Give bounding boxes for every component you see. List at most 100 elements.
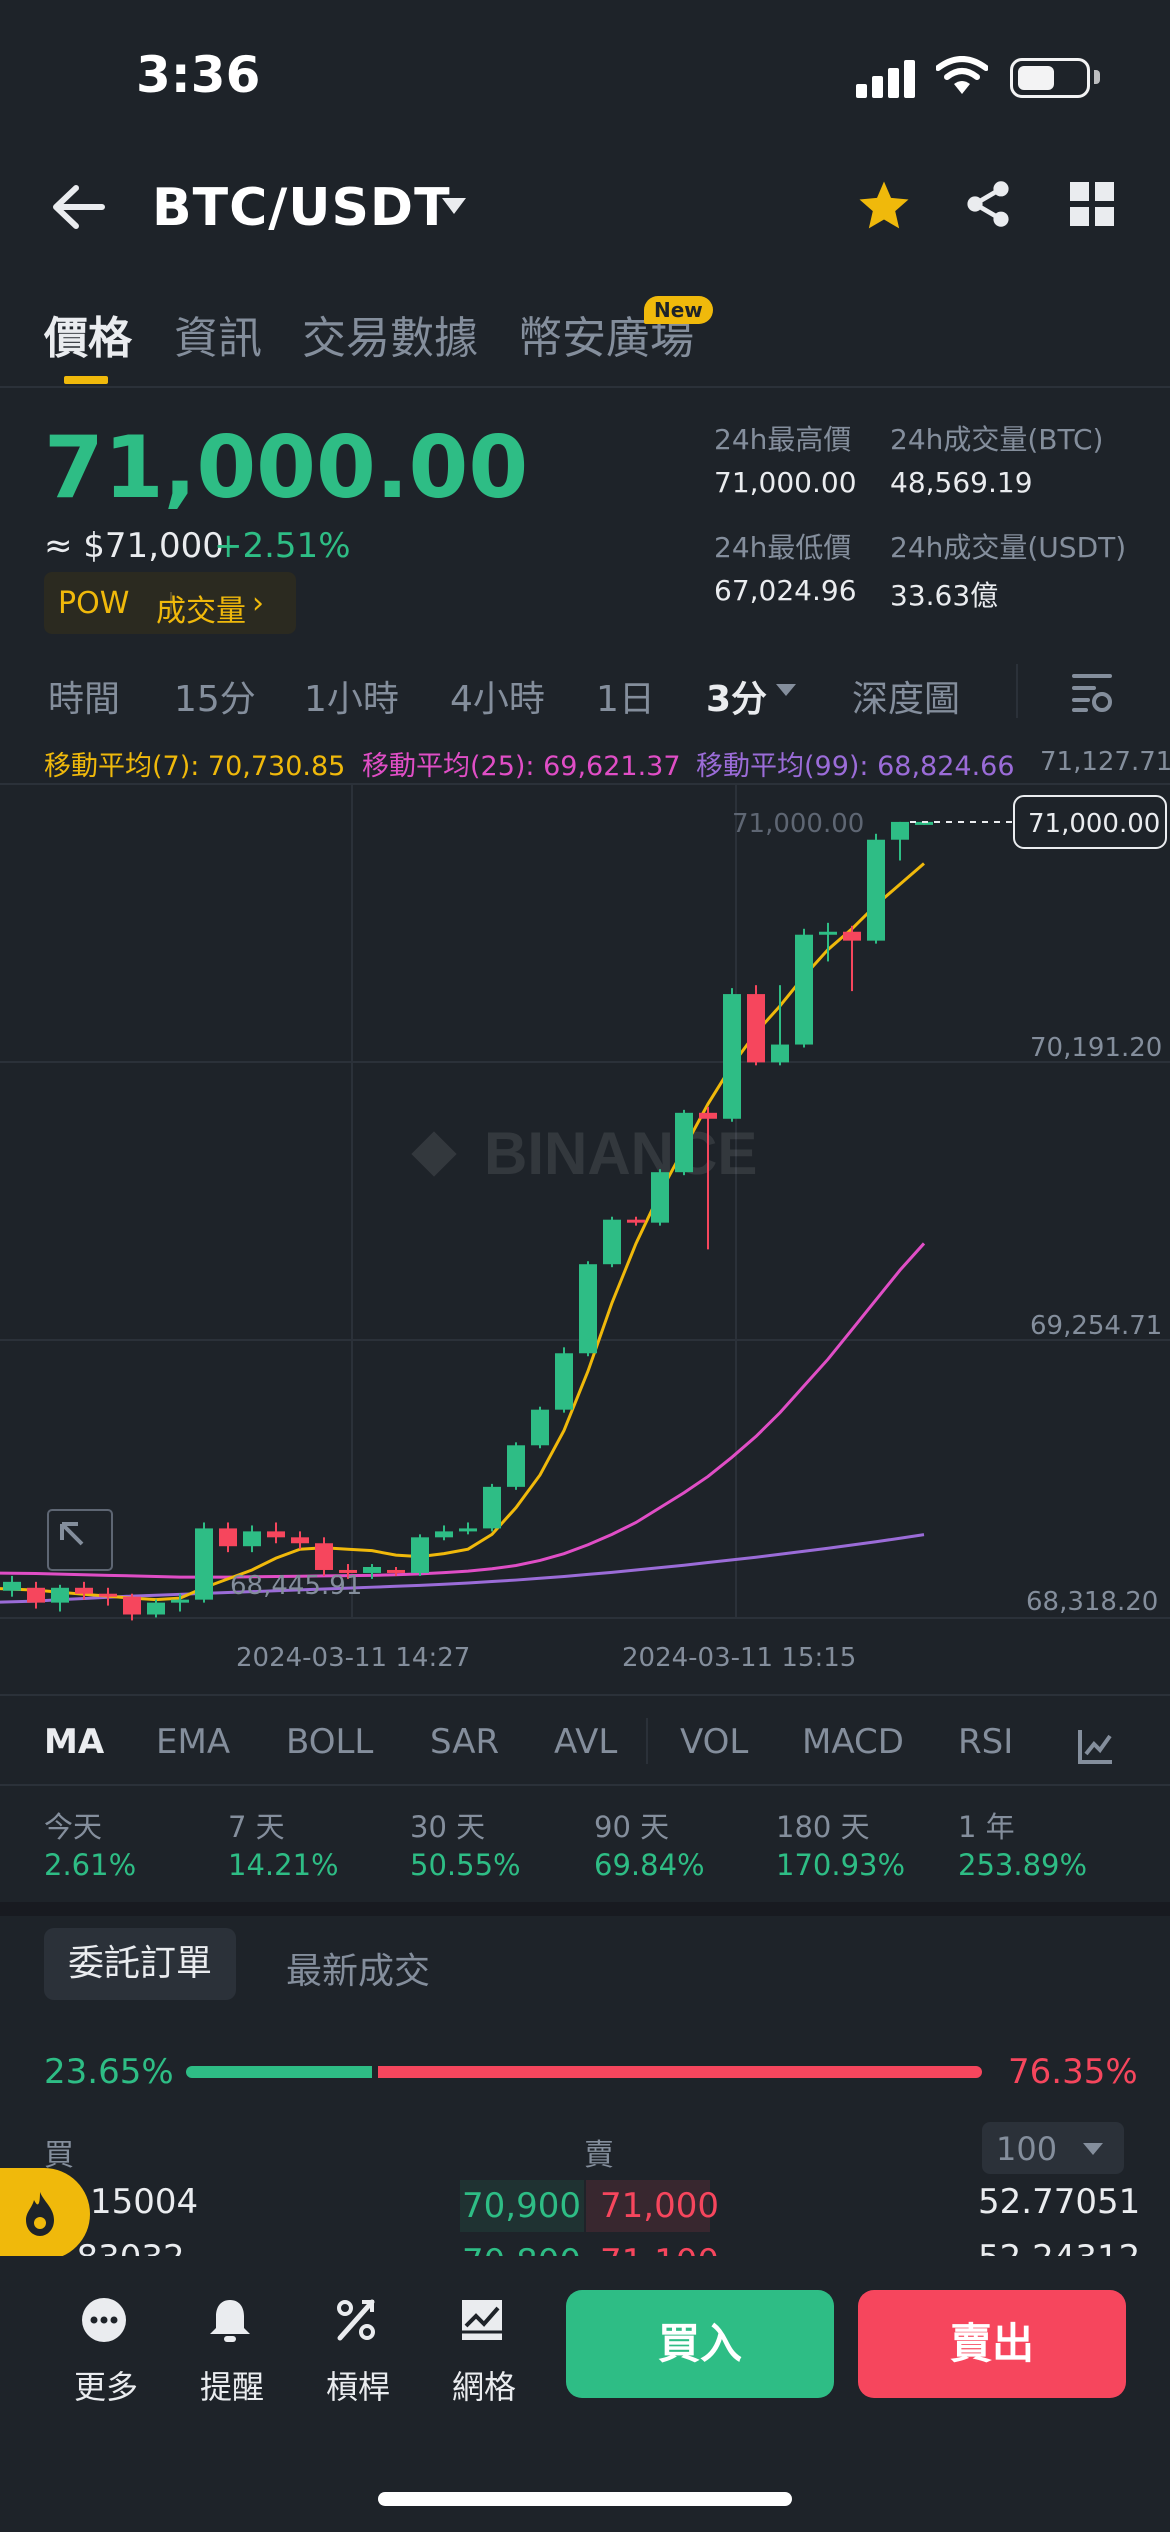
indicator-sar[interactable]: SAR bbox=[430, 1722, 500, 1762]
watermark: BINANCE bbox=[411, 1120, 757, 1187]
bid-price[interactable]: 70,800 bbox=[462, 2242, 581, 2256]
perf-value: 170.93% bbox=[776, 1848, 906, 1882]
ask-ratio-bar bbox=[378, 2066, 982, 2078]
chevron-down-icon[interactable] bbox=[440, 196, 468, 216]
perf-label: 180 天 bbox=[776, 1810, 870, 1844]
layout-grid-icon[interactable] bbox=[1070, 182, 1114, 226]
divider bbox=[1016, 664, 1018, 718]
pair-selector[interactable]: BTC/USDT bbox=[152, 178, 451, 238]
perf-label: 1 年 bbox=[958, 1810, 1015, 1844]
divider bbox=[646, 1718, 648, 1764]
interval-1h[interactable]: 1小時 bbox=[304, 679, 399, 720]
buy-button[interactable]: 買入 bbox=[566, 2290, 834, 2398]
bid-price[interactable]: 70,900 bbox=[462, 2186, 581, 2226]
candle-up bbox=[603, 1219, 621, 1265]
price-change-percent: +2.51% bbox=[214, 526, 351, 566]
candle-up bbox=[867, 839, 885, 941]
tab-recent-trades[interactable]: 最新成交 bbox=[286, 1951, 431, 1992]
candle-up bbox=[723, 994, 741, 1119]
fire-icon bbox=[26, 2192, 54, 2236]
indicator-macd[interactable]: MACD bbox=[802, 1722, 904, 1762]
sell-button[interactable]: 賣出 bbox=[858, 2290, 1126, 2398]
back-arrow-icon[interactable] bbox=[50, 182, 106, 232]
indicator-avl[interactable]: AVL bbox=[554, 1722, 618, 1762]
indicator-ema[interactable]: EMA bbox=[156, 1722, 231, 1762]
tag-chip[interactable]: POW 成交量 › bbox=[44, 572, 296, 634]
low-label: 24h最低價 bbox=[714, 531, 852, 564]
perf-value: 14.21% bbox=[228, 1848, 339, 1882]
ma7-line bbox=[0, 862, 925, 1602]
interval-4h[interactable]: 4小時 bbox=[450, 679, 545, 720]
divider bbox=[0, 386, 1170, 388]
tab-info[interactable]: 資訊 bbox=[174, 313, 262, 364]
ask-price[interactable]: 71,000 bbox=[600, 2186, 719, 2226]
chevron-right-icon: › bbox=[252, 586, 264, 621]
chart-settings-icon[interactable] bbox=[1070, 670, 1114, 714]
indicator-boll[interactable]: BOLL bbox=[286, 1722, 374, 1762]
time-axis-label: 2024-03-11 14:27 bbox=[236, 1643, 470, 1673]
high-label: 24h最高價 bbox=[714, 423, 852, 456]
ma99-line bbox=[0, 1533, 925, 1604]
alert-label[interactable]: 提醒 bbox=[200, 2368, 265, 2406]
candle-up bbox=[483, 1486, 501, 1529]
candle-down bbox=[843, 931, 861, 941]
high-marker: 71,000.00 bbox=[732, 809, 864, 839]
ask-quantity: 52.77051 bbox=[978, 2182, 1141, 2222]
tab-trading-data[interactable]: 交易數據 bbox=[302, 313, 478, 364]
candle-down bbox=[123, 1596, 141, 1615]
ask-price[interactable]: 71,100 bbox=[600, 2242, 719, 2256]
candle-up bbox=[675, 1112, 693, 1173]
interval-15m[interactable]: 15分 bbox=[174, 679, 256, 720]
candlestick-chart[interactable]: BINANCE 71,000.00 68,445.91 71,000.00 71… bbox=[0, 734, 1170, 1694]
candle-up bbox=[795, 934, 813, 1045]
floating-action-button[interactable] bbox=[0, 2168, 90, 2260]
candle-down bbox=[27, 1587, 45, 1603]
tab-order-book[interactable]: 委託訂單 bbox=[44, 1928, 236, 2000]
candle-up bbox=[459, 1528, 477, 1532]
indicator-vol[interactable]: VOL bbox=[680, 1722, 749, 1762]
share-icon[interactable] bbox=[962, 178, 1014, 230]
last-price-tag bbox=[1013, 795, 1167, 849]
interval-depth[interactable]: 深度圖 bbox=[852, 679, 961, 720]
bell-icon[interactable] bbox=[208, 2296, 252, 2344]
interval-1d[interactable]: 1日 bbox=[596, 679, 655, 720]
indicator-rsi[interactable]: RSI bbox=[958, 1722, 1014, 1762]
new-badge: New bbox=[644, 296, 713, 324]
watermark-text: BINANCE bbox=[484, 1120, 757, 1187]
candle-up bbox=[771, 1044, 789, 1063]
chevron-down-icon bbox=[1083, 2143, 1103, 2155]
indicator-settings-icon[interactable] bbox=[1076, 1726, 1116, 1766]
candle-up bbox=[411, 1537, 429, 1573]
price-axis-label: 71,127.71 bbox=[1040, 747, 1170, 777]
tab-price[interactable]: 價格 bbox=[44, 313, 132, 364]
leverage-label[interactable]: 槓桿 bbox=[326, 2368, 391, 2406]
candle-down bbox=[699, 1112, 717, 1119]
wifi-icon bbox=[936, 56, 988, 94]
favorite-star-icon[interactable] bbox=[856, 178, 912, 234]
cellular-signal-icon bbox=[856, 58, 916, 98]
ma99-legend: 移動平均(99): 68,824.66 bbox=[696, 751, 1015, 782]
candle-up bbox=[651, 1172, 669, 1223]
candle-up bbox=[507, 1445, 525, 1487]
perf-value: 2.61% bbox=[44, 1848, 137, 1882]
depth-select[interactable]: 100 bbox=[982, 2122, 1124, 2174]
more-icon[interactable] bbox=[80, 2296, 128, 2344]
interval-time[interactable]: 時間 bbox=[48, 679, 121, 720]
indicator-ma[interactable]: MA bbox=[44, 1722, 105, 1762]
expand-chart-icon[interactable] bbox=[47, 1509, 113, 1571]
grid-label[interactable]: 網格 bbox=[452, 2368, 517, 2406]
candle-down bbox=[627, 1219, 645, 1223]
vol-usdt-value: 33.63億 bbox=[890, 579, 999, 612]
interval-caret-icon[interactable] bbox=[774, 682, 798, 698]
ma25-line bbox=[0, 1242, 926, 1579]
leverage-icon[interactable] bbox=[334, 2296, 378, 2344]
bid-ratio: 23.65% bbox=[44, 2052, 174, 2092]
bid-ratio-bar bbox=[186, 2066, 372, 2078]
candle-down bbox=[387, 1569, 405, 1573]
home-indicator bbox=[378, 2492, 792, 2506]
section-separator bbox=[0, 1902, 1170, 1916]
order-book-rows: 15004 70,900 71,000 52.77051 2.83032 70,… bbox=[0, 2180, 1170, 2256]
grid-trading-icon[interactable] bbox=[460, 2296, 504, 2344]
interval-3m[interactable]: 3分 bbox=[706, 679, 768, 720]
more-label[interactable]: 更多 bbox=[74, 2368, 139, 2406]
